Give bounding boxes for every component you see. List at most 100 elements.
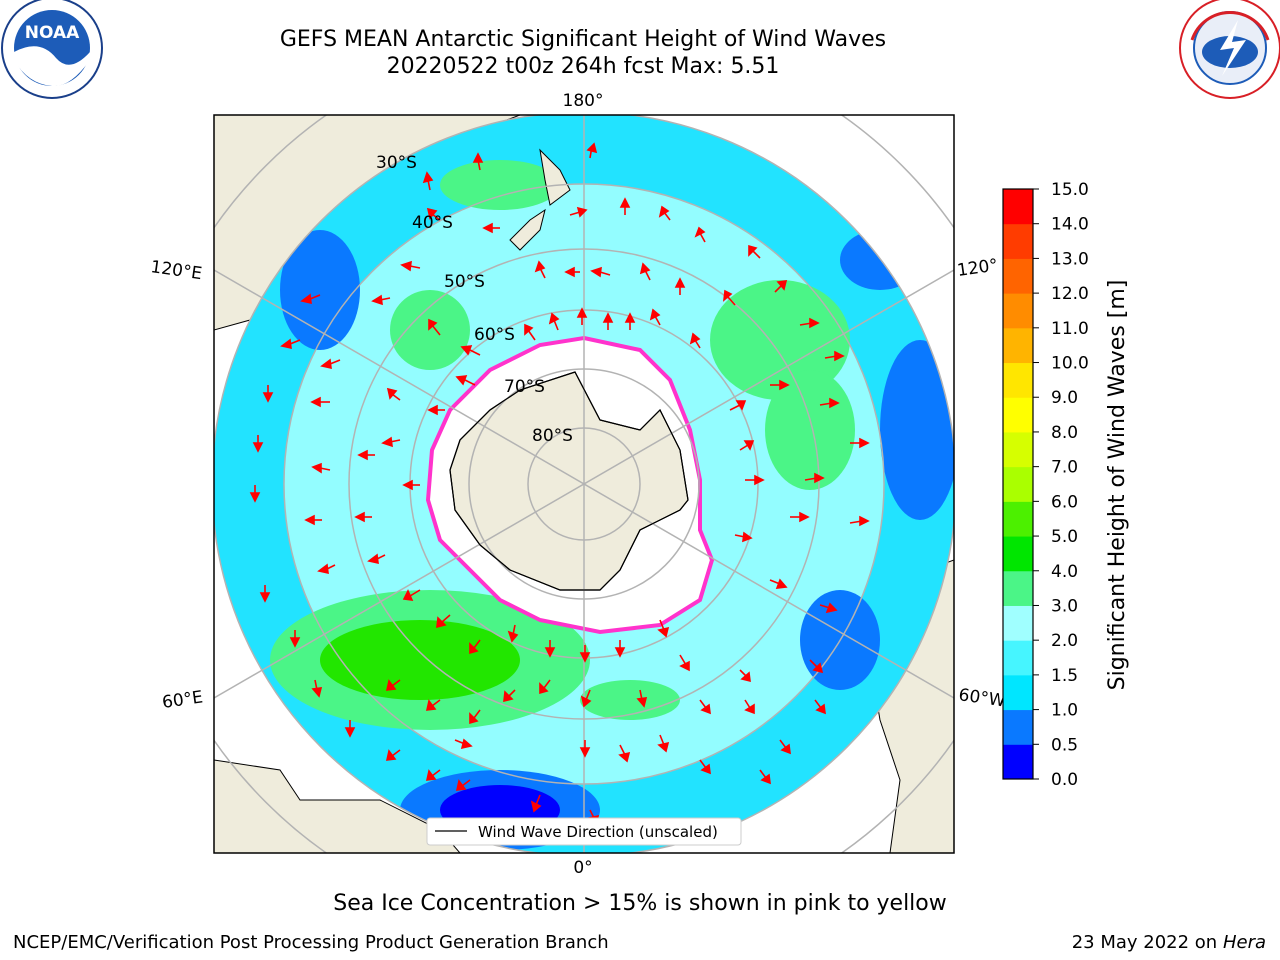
arrow-legend: Wind Wave Direction (unscaled) xyxy=(426,817,742,846)
arrow-88 xyxy=(579,740,591,758)
arrow-79 xyxy=(744,699,755,715)
arrow-45 xyxy=(534,260,546,279)
noaa-logo: NOAA xyxy=(1,0,103,99)
arrow-50 xyxy=(722,289,736,306)
colorbar-segment xyxy=(1003,640,1033,676)
arrow-42 xyxy=(371,294,391,306)
arrow-85 xyxy=(699,759,711,775)
colorbar-tick-label: 1.0 xyxy=(1051,701,1078,721)
colorbar-segment xyxy=(1003,258,1033,294)
colorbar-segment xyxy=(1003,744,1033,780)
colorbar-segment xyxy=(1003,536,1033,572)
lat-label-30: 30°S xyxy=(376,153,417,173)
arrow-89 xyxy=(530,794,542,813)
arrow-12 xyxy=(850,437,870,449)
arrow-55 xyxy=(576,307,588,325)
arrow-21 xyxy=(729,400,747,411)
arrow-33 xyxy=(289,630,301,648)
lon-label-0: 0° xyxy=(573,858,592,878)
arrow-3 xyxy=(619,197,631,215)
arrow-75 xyxy=(544,640,556,658)
arrow-91 xyxy=(425,769,441,781)
antarctica-coastline xyxy=(449,371,689,591)
colorbar-tick-label: 1.5 xyxy=(1051,666,1078,686)
arrow-17 xyxy=(734,531,753,543)
noaa-logo-text: NOAA xyxy=(25,23,80,43)
colorbar-tick-label: 8.0 xyxy=(1051,423,1078,443)
footer-date: 23 May 2022 on Hera xyxy=(1072,932,1266,953)
arrow-56 xyxy=(548,312,560,331)
arrow-78 xyxy=(699,699,711,715)
lon-label-180: 180° xyxy=(563,91,604,111)
arrow-84 xyxy=(759,769,771,785)
lat-label-80: 80°S xyxy=(532,426,573,446)
arrow-40 xyxy=(280,338,301,350)
arrow-69 xyxy=(367,553,386,565)
colorbar-tick-label: 5.0 xyxy=(1051,527,1078,547)
colorbar-segment xyxy=(1003,362,1033,398)
colorbar-segment xyxy=(1003,501,1033,537)
nws-logo xyxy=(1179,0,1280,99)
arrow-8 xyxy=(799,317,820,329)
arrow-31 xyxy=(344,720,356,738)
arrow-13 xyxy=(804,472,825,484)
arrow-67 xyxy=(304,514,322,526)
colorbar-segment xyxy=(1003,327,1033,364)
arrow-44 xyxy=(482,222,500,234)
arrow-14 xyxy=(790,511,810,523)
wind-wave-arrows xyxy=(249,142,870,826)
arrow-76 xyxy=(579,645,591,663)
arrow-20 xyxy=(739,440,755,451)
footer-credit: NCEP/EMC/Verification Post Processing Pr… xyxy=(13,932,609,953)
map-frame xyxy=(213,114,955,854)
lon-label-60e: 60°E xyxy=(161,687,204,712)
arrow-24 xyxy=(614,640,626,658)
arrow-4 xyxy=(658,205,671,221)
map-area: 30°S 40°S 50°S 60°S 70°S 80°S Wind Wave … xyxy=(214,115,954,853)
arrow-66 xyxy=(354,511,372,523)
arrow-10 xyxy=(770,379,790,391)
new-zealand xyxy=(509,148,571,251)
lat-label-40: 40°S xyxy=(412,213,453,233)
arrow-60 xyxy=(455,375,476,386)
arrow-6 xyxy=(748,244,761,259)
arrow-90 xyxy=(455,779,471,791)
colorbar-segment xyxy=(1003,397,1033,433)
arrow-96 xyxy=(422,171,434,191)
colorbar-tick-label: 6.0 xyxy=(1051,492,1078,512)
arrow-19 xyxy=(819,602,838,614)
arrow-43 xyxy=(400,260,421,272)
arrow-65 xyxy=(402,479,420,491)
arrow-1 xyxy=(472,152,484,171)
arrow-87 xyxy=(618,744,631,763)
arrow-39 xyxy=(320,358,341,370)
colorbar-segment xyxy=(1003,570,1033,606)
chart-subtitle: 20220522 t00z 264h fcst Max: 5.51 xyxy=(386,54,780,79)
arrow-27 xyxy=(503,689,516,703)
arrow-95 xyxy=(426,207,441,221)
arrow-86 xyxy=(657,734,670,753)
colorbar-segment xyxy=(1003,223,1033,259)
arrow-18 xyxy=(769,578,788,589)
arrow-25 xyxy=(580,689,592,708)
colorbar-tick-label: 10.0 xyxy=(1051,354,1089,374)
arrow-29 xyxy=(425,699,441,711)
arrow-97 xyxy=(569,206,588,218)
arrow-legend-label: Wind Wave Direction (unscaled) xyxy=(478,823,718,841)
colorbar-tick-label: 13.0 xyxy=(1051,249,1089,269)
lon-label-60w: 60°W xyxy=(957,685,1006,711)
arrow-70 xyxy=(317,563,336,575)
arrow-80 xyxy=(779,739,791,755)
colorbar-tick-label: 0.5 xyxy=(1051,735,1078,755)
colorbar-tick-label: 11.0 xyxy=(1051,319,1089,339)
colorbar-segment xyxy=(1003,709,1033,745)
arrow-2 xyxy=(586,142,598,159)
arrow-73 xyxy=(469,639,481,655)
colorbar-segment xyxy=(1003,293,1033,329)
arrow-53 xyxy=(624,312,636,330)
colorbar-segment xyxy=(1003,466,1033,502)
arrow-30 xyxy=(385,679,401,691)
colorbar-tick-label: 2.0 xyxy=(1051,631,1078,651)
lat-label-60: 60°S xyxy=(474,325,515,345)
arrow-16 xyxy=(745,474,765,486)
